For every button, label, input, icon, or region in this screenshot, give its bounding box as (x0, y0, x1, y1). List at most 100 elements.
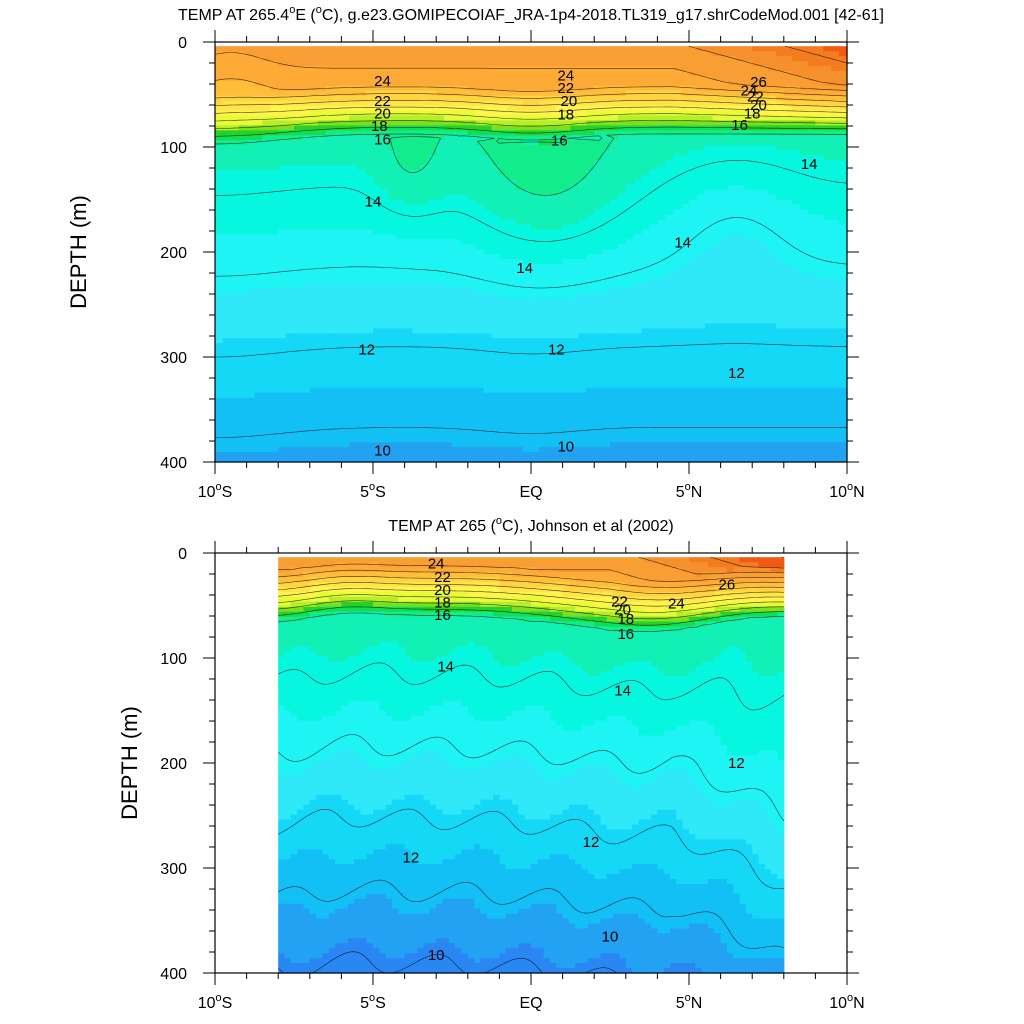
contour-cell (586, 184, 595, 191)
contour-cell (499, 382, 508, 389)
contour-cell (444, 135, 453, 141)
contour-cell (294, 219, 303, 225)
contour-cell (388, 343, 398, 349)
contour-cell (373, 249, 382, 255)
contour-cell (278, 110, 287, 117)
contour-cell (538, 174, 548, 181)
contour-cell (546, 249, 556, 255)
contour-cell (570, 56, 579, 62)
contour-cell (325, 174, 335, 181)
contour-cell (483, 288, 493, 295)
contour-cell (412, 179, 421, 186)
contour-cell (554, 298, 564, 305)
contour-cell (301, 61, 311, 67)
contour-cell (222, 273, 232, 280)
contour-cell (349, 412, 358, 419)
contour-cell (546, 80, 556, 87)
contour-cell (309, 333, 319, 339)
contour-cell (625, 283, 635, 290)
contour-cell (222, 392, 232, 399)
contour-cell (388, 412, 398, 419)
contour-cell (538, 66, 548, 72)
contour-cell (380, 442, 390, 448)
contour-cell (633, 214, 643, 221)
contour-cell (546, 174, 556, 181)
contour-cell (373, 234, 382, 240)
contour-cell (681, 125, 690, 131)
contour-cell (594, 422, 603, 428)
contour-cell (483, 417, 493, 423)
contour-cell (578, 165, 587, 171)
contour-cell (507, 66, 516, 72)
contour-cell (349, 229, 358, 235)
contour-cell (388, 155, 398, 161)
contour-cell (444, 417, 453, 423)
contour-cell (538, 184, 548, 191)
contour-cell (365, 313, 374, 320)
contour-cell (531, 333, 540, 339)
contour-cell (452, 402, 461, 409)
contour-cell (641, 229, 651, 235)
contour-cell (230, 56, 240, 62)
contour-cell (459, 145, 469, 151)
contour-cell (254, 343, 263, 349)
contour-cell (475, 125, 485, 131)
contour-cell (325, 199, 335, 206)
contour-cell (365, 293, 374, 300)
contour-cell (459, 110, 469, 117)
contour-cell (262, 160, 271, 166)
contour-cell (341, 110, 350, 117)
contour-cell (270, 135, 279, 141)
contour-cell (420, 160, 429, 166)
contour-cell (254, 328, 263, 334)
contour-cell (515, 328, 524, 334)
contour-cell (673, 268, 682, 275)
contour-cell (610, 239, 619, 245)
contour-cell (388, 194, 398, 201)
contour-cell (531, 308, 540, 315)
contour-cell (586, 422, 595, 428)
contour-cell (294, 105, 303, 112)
contour-cell (649, 100, 658, 107)
contour-cell (617, 397, 627, 404)
contour-cell (562, 135, 572, 141)
contour-cell (657, 219, 666, 225)
contour-cell (317, 293, 327, 300)
contour-cell (388, 259, 398, 265)
contour-cell (538, 328, 548, 334)
contour-cell (546, 239, 556, 245)
contour-cell (325, 407, 335, 414)
contour-cell (349, 417, 358, 423)
contour-cell (554, 382, 564, 389)
contour-cell (681, 105, 690, 112)
contour-cell (222, 293, 232, 300)
contour-cell (270, 432, 279, 438)
contour-cell (602, 303, 611, 310)
contour-cell (404, 392, 414, 399)
contour-cell (294, 273, 303, 280)
contour-cell (538, 169, 548, 176)
contour-cell (420, 259, 429, 265)
contour-cell (452, 328, 461, 334)
contour-cell (475, 61, 485, 67)
contour-cell (649, 283, 658, 290)
contour-cell (610, 288, 619, 295)
contour-cell (538, 392, 548, 399)
contour-cell (491, 273, 500, 280)
contour-cell (554, 333, 564, 339)
contour-cell (436, 150, 445, 156)
contour-cell (215, 160, 224, 166)
contour-cell (681, 66, 690, 72)
contour-cell (404, 313, 414, 320)
contour-cell (278, 338, 287, 344)
contour-cell (554, 288, 564, 295)
contour-cell (301, 46, 311, 52)
contour-cell (531, 442, 540, 448)
contour-cell (657, 278, 666, 285)
contour-cell (570, 264, 579, 270)
contour-cell (515, 318, 524, 324)
contour-cell (301, 333, 311, 339)
contour-cell (341, 288, 350, 295)
contour-cell (681, 160, 690, 166)
contour-cell (467, 46, 477, 52)
